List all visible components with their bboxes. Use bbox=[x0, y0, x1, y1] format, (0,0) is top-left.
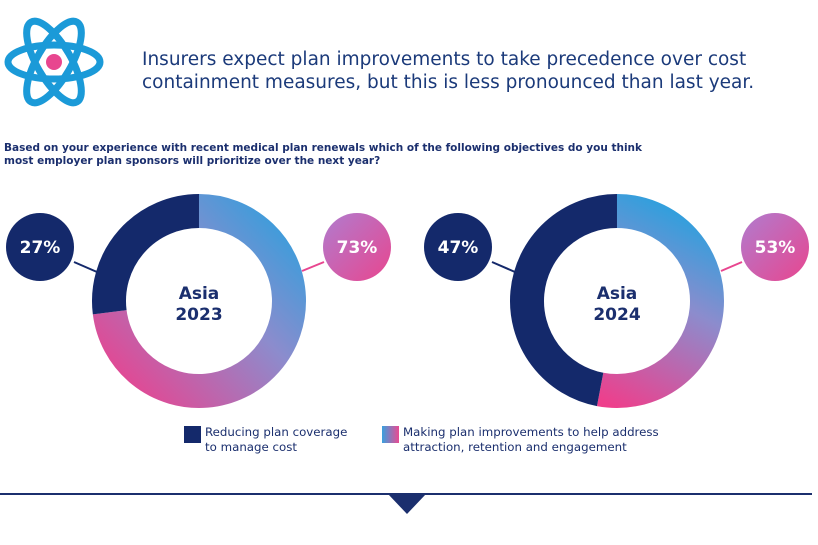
value-bubble-reducing bbox=[424, 213, 492, 281]
donut-center-year: 2023 bbox=[175, 305, 222, 325]
donut-segment-improvements bbox=[92, 194, 306, 408]
legend-swatch-gradient bbox=[382, 426, 399, 443]
connector-line-reducing bbox=[73, 261, 98, 273]
donut-segment-reducing bbox=[510, 194, 618, 407]
legend-label-line: Making plan improvements to help address bbox=[403, 425, 659, 439]
connector-line-reducing bbox=[491, 261, 516, 273]
value-label-improvements: 53% bbox=[755, 238, 796, 258]
value-bubble-improvements bbox=[323, 213, 391, 281]
value-label-reducing: 47% bbox=[438, 238, 479, 258]
legend-item-reducing: Reducing plan coverage to manage cost bbox=[184, 425, 347, 455]
donut-center-title: Asia bbox=[597, 284, 638, 304]
legend-label: Reducing plan coverage to manage cost bbox=[205, 425, 347, 455]
legend-label-line: Reducing plan coverage bbox=[205, 425, 348, 439]
survey-question: Based on your experience with recent med… bbox=[4, 142, 643, 167]
value-bubble-improvements bbox=[741, 213, 809, 281]
legend-label-line: attraction, retention and engagement bbox=[403, 440, 627, 454]
legend-item-improvements: Making plan improvements to help address… bbox=[382, 425, 659, 455]
atom-icon bbox=[4, 17, 104, 107]
value-label-improvements: 73% bbox=[337, 238, 378, 258]
donut-center-year: 2024 bbox=[593, 305, 640, 325]
connector-line-improvements bbox=[301, 261, 325, 272]
legend-label-line: to manage cost bbox=[205, 440, 297, 454]
legend-label: Making plan improvements to help address… bbox=[403, 425, 659, 455]
headline: Insurers expect plan improvements to tak… bbox=[142, 49, 755, 93]
value-bubble-reducing bbox=[6, 213, 74, 281]
donut-segment-improvements bbox=[596, 194, 724, 408]
value-label-reducing: 27% bbox=[20, 238, 61, 258]
down-arrow-icon bbox=[388, 494, 426, 514]
donut-center-title: Asia bbox=[179, 284, 220, 304]
divider-line bbox=[0, 493, 812, 495]
donut-segment-reducing bbox=[92, 194, 200, 315]
legend-swatch-navy bbox=[184, 426, 201, 443]
connector-line-improvements bbox=[720, 261, 743, 272]
